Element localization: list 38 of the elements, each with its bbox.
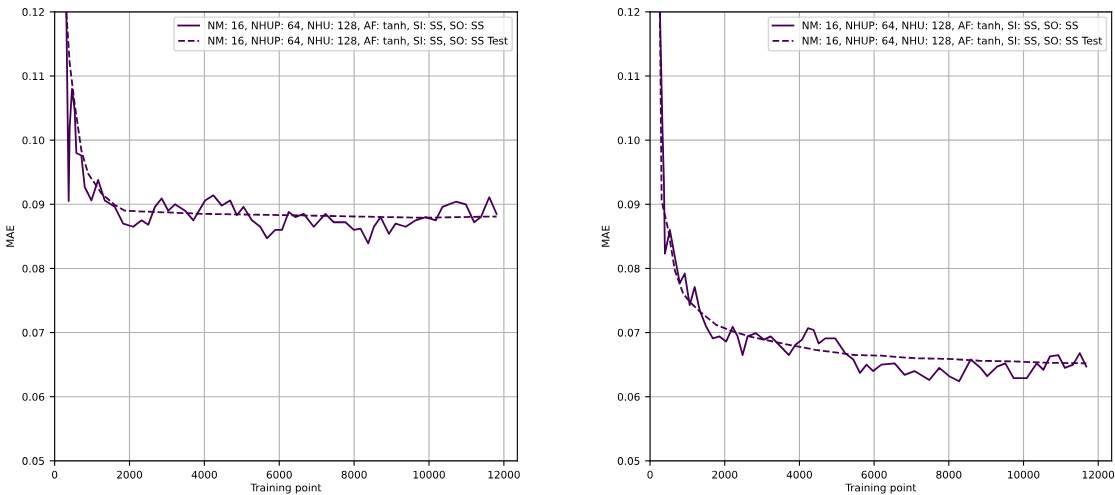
y-axis-title: MAE bbox=[6, 225, 14, 247]
y-axis-title: MAE bbox=[601, 225, 610, 247]
x-tick-label: 8000 bbox=[936, 470, 962, 479]
y-tick-label: 0.12 bbox=[617, 8, 640, 16]
x-tick-label: 12000 bbox=[1082, 470, 1115, 479]
x-tick-label: 4000 bbox=[786, 470, 812, 479]
x-tick-label: 0 bbox=[52, 470, 58, 479]
y-tick-label: 0.09 bbox=[617, 200, 640, 209]
legend-label: NM: 16, NHUP: 64, NHU: 128, AF: tanh, SI: SS, SO: SS Test bbox=[802, 36, 1103, 46]
x-tick-label: 2000 bbox=[712, 470, 738, 479]
x-tick-label: 10000 bbox=[413, 470, 445, 479]
y-tick-label: 0.08 bbox=[617, 264, 640, 273]
y-tick-label: 0.11 bbox=[617, 72, 640, 81]
x-tick-label: 2000 bbox=[117, 470, 143, 479]
x-tick-label: 8000 bbox=[341, 470, 367, 479]
x-tick-label: 6000 bbox=[266, 470, 292, 479]
y-tick-label: 0.06 bbox=[617, 392, 640, 401]
legend-label: NM: 16, NHUP: 64, NHU: 128, AF: tanh, SI: SS, SO: SS bbox=[802, 21, 1078, 31]
y-tick-label: 0.11 bbox=[22, 72, 44, 81]
y-tick-label: 0.05 bbox=[617, 457, 640, 465]
x-tick-label: 0 bbox=[647, 470, 653, 479]
x-tick-label: 6000 bbox=[861, 470, 887, 479]
y-tick-label: 0.06 bbox=[22, 392, 45, 401]
y-tick-label: 0.12 bbox=[22, 8, 44, 16]
y-tick-label: 0.07 bbox=[22, 328, 45, 337]
y-tick-label: 0.09 bbox=[22, 200, 45, 209]
y-tick-label: 0.10 bbox=[617, 136, 640, 145]
x-tick-label: 4000 bbox=[191, 470, 217, 479]
x-tick-label: 10000 bbox=[1008, 470, 1040, 479]
legend-label: NM: 16, NHUP: 64, NHU: 128, AF: tanh, SI: SS, SO: SS Test bbox=[208, 36, 508, 46]
x-tick-label: 12000 bbox=[488, 470, 520, 479]
y-tick-label: 0.07 bbox=[617, 328, 640, 337]
y-tick-label: 0.08 bbox=[22, 264, 45, 273]
x-axis-title: Training point bbox=[845, 483, 917, 494]
legend-label: NM: 16, NHUP: 64, NHU: 128, AF: tanh, SI: SS, SO: SS bbox=[208, 21, 484, 31]
x-axis-title: Training point bbox=[250, 483, 322, 494]
y-tick-label: 0.05 bbox=[22, 457, 44, 465]
y-tick-label: 0.10 bbox=[22, 136, 45, 145]
